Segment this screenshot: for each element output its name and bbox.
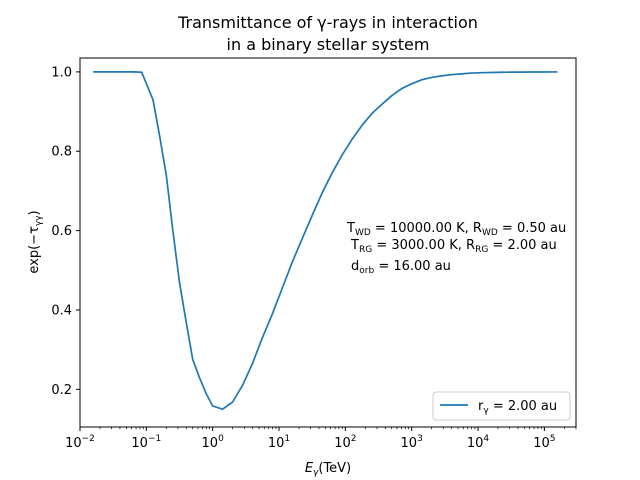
x-axis-ticks: 10−2 10−1 100 101 102 103 104 105 (65, 427, 577, 451)
annotation-line-1: TWD = 10000.00 K, RWD = 0.50 au (346, 221, 566, 238)
x-tick-label: 102 (334, 434, 356, 451)
annotation-line-3: dorb = 16.00 au (351, 259, 451, 276)
legend-box (432, 391, 571, 421)
chart-title-line2: in a binary stellar system (227, 35, 430, 54)
y-tick-label: 1.0 (51, 65, 72, 80)
y-tick-label: 0.4 (51, 303, 72, 318)
y-tick-label: 0.2 (51, 383, 72, 398)
series-line (93, 71, 558, 410)
plot-area (79, 57, 577, 428)
x-tick-label: 10−1 (131, 434, 161, 451)
x-tick-label: 104 (467, 434, 490, 451)
legend: rγ = 2.00 au (432, 391, 571, 421)
x-tick-label: 101 (268, 434, 290, 451)
chart-title-line1: Transmittance of γ-rays in interaction (177, 13, 478, 32)
y-tick-label: 0.8 (51, 145, 72, 160)
x-tick-label: 105 (533, 434, 555, 451)
y-axis-ticks: 0.2 0.4 0.6 0.8 1.0 (51, 65, 80, 398)
y-tick-label: 0.6 (51, 224, 72, 239)
x-tick-label: 103 (401, 434, 423, 451)
x-tick-label: 100 (202, 434, 225, 451)
parameter-annotation: TWD = 10000.00 K, RWD = 0.50 au TRG = 30… (346, 221, 566, 276)
annotation-line-2: TRG = 3000.00 K, RRG = 2.00 au (350, 238, 557, 255)
y-axis-label: exp(−τγγ) (27, 210, 44, 273)
x-axis-label: Eγ(TeV) (305, 461, 351, 478)
legend-label: rγ = 2.00 au (478, 399, 557, 416)
x-tick-label: 10−2 (65, 434, 95, 451)
